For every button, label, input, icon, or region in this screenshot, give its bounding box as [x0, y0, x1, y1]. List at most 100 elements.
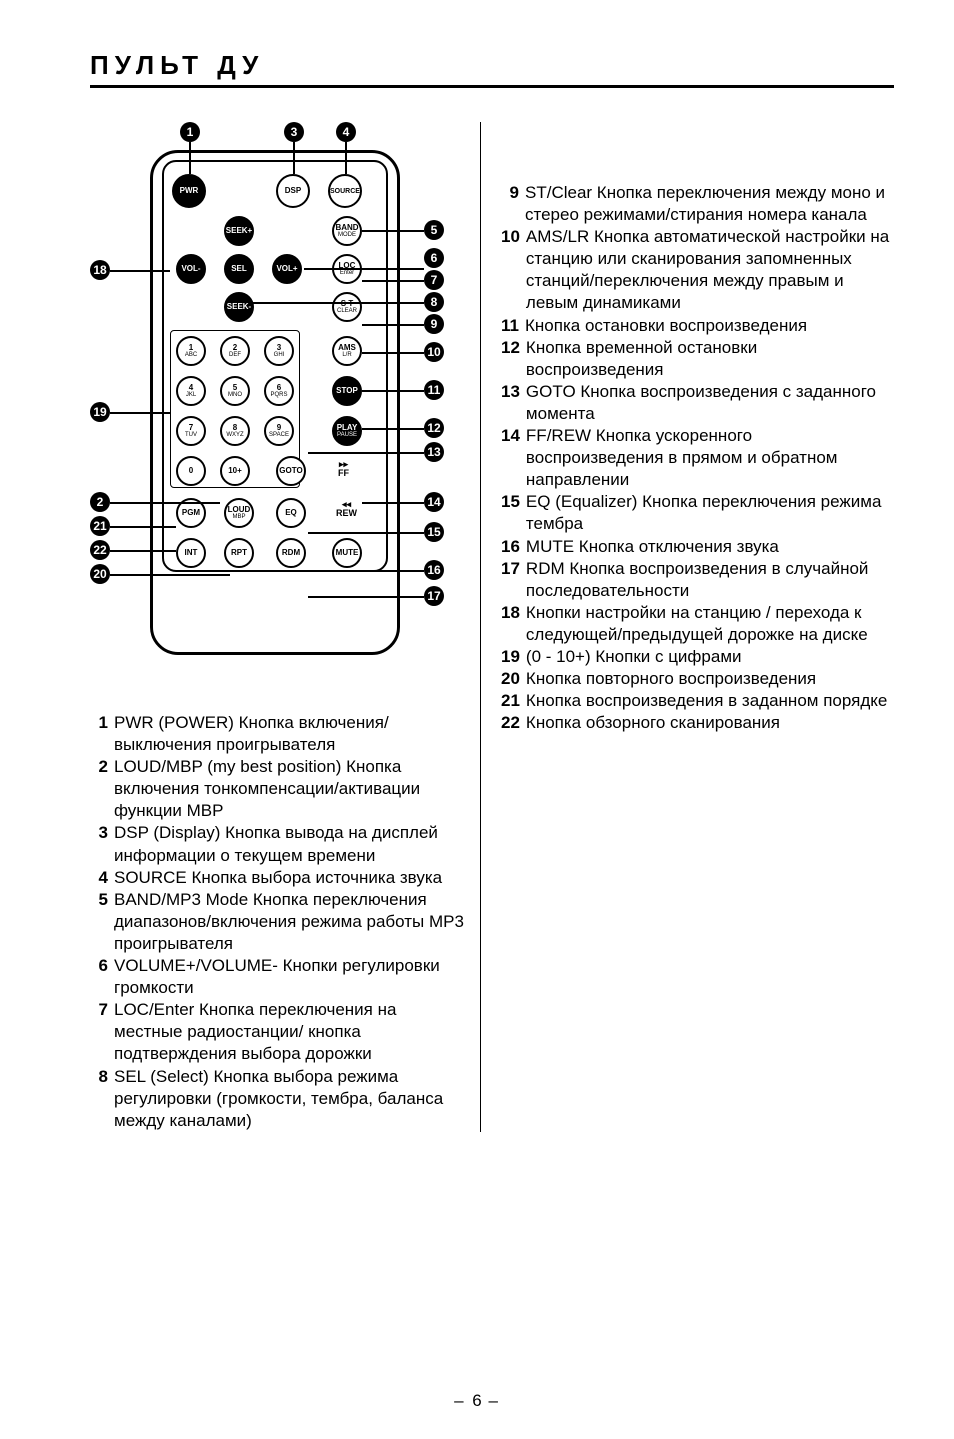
callout-13: 13: [424, 442, 444, 462]
callout-2: 2: [90, 492, 110, 512]
num-2: 2DEF: [220, 336, 250, 366]
callout-12: 12: [424, 418, 444, 438]
sel-button: SEL: [224, 254, 254, 284]
vol-minus-button: VOL-: [176, 254, 206, 284]
list-item: 9ST/Clear Кнопка переключения между моно…: [501, 182, 890, 226]
list-item: 21Кнопка воспроизведения в заданном поря…: [501, 690, 890, 712]
callout-10: 10: [424, 342, 444, 362]
lead: [110, 270, 170, 272]
callout-18: 18: [90, 260, 110, 280]
page-number: 6: [454, 1391, 500, 1411]
dsp-button: DSP: [276, 174, 310, 208]
lead: [304, 268, 424, 270]
int-button: INT: [176, 538, 206, 568]
seek-minus-button: SEEK-: [224, 292, 254, 322]
remote-diagram: PWR DSP SOURCE SEEK+ BANDMODE VOL- SEL V…: [90, 122, 460, 682]
lead: [362, 280, 424, 282]
callout-3: 3: [284, 122, 304, 142]
page-title: ПУЛЬТ ДУ: [90, 50, 894, 81]
mute-button: MUTE: [332, 538, 362, 568]
callout-7: 7: [424, 270, 444, 290]
left-column: PWR DSP SOURCE SEEK+ BANDMODE VOL- SEL V…: [90, 122, 480, 1132]
list-item: 11Кнопка остановки воспроизведения: [501, 315, 890, 337]
lead: [293, 142, 295, 174]
right-description-list: 9ST/Clear Кнопка переключения между моно…: [501, 182, 890, 734]
callout-20: 20: [90, 564, 110, 584]
list-item: 19(0 - 10+) Кнопки с цифрами: [501, 646, 890, 668]
lead: [308, 596, 424, 598]
list-item: 10AMS/LR Кнопка автоматической настройки…: [501, 226, 890, 314]
num-9: 9SPACE: [264, 416, 294, 446]
lead: [308, 452, 424, 454]
num-0: 0: [176, 456, 206, 486]
loud-button: LOUDMBP: [224, 498, 254, 528]
lead: [110, 502, 220, 504]
band-button: BANDMODE: [332, 216, 362, 246]
num-3: 3GHI: [264, 336, 294, 366]
callout-4: 4: [336, 122, 356, 142]
list-item: 18Кнопки настройки на станцию / перехода…: [501, 602, 890, 646]
vol-plus-button: VOL+: [272, 254, 302, 284]
content-columns: PWR DSP SOURCE SEEK+ BANDMODE VOL- SEL V…: [90, 122, 894, 1132]
eq-button: EQ: [276, 498, 306, 528]
callout-17: 17: [424, 586, 444, 606]
lead: [362, 352, 424, 354]
num-10plus: 10+: [220, 456, 250, 486]
list-item: 12Кнопка временной остановки воспроизвед…: [501, 337, 890, 381]
lead: [362, 390, 424, 392]
callout-21: 21: [90, 516, 110, 536]
source-button: SOURCE: [328, 174, 362, 208]
callout-19: 19: [90, 402, 110, 422]
list-item: 7LOC/Enter Кнопка переключения на местны…: [90, 999, 466, 1065]
lead: [252, 302, 424, 304]
callout-16: 16: [424, 560, 444, 580]
goto-button: GOTO: [276, 456, 306, 486]
list-item: 16MUTE Кнопка отключения звука: [501, 536, 890, 558]
list-item: 13GOTO Кнопка воспроизведения с заданног…: [501, 381, 890, 425]
callout-9: 9: [424, 314, 444, 334]
list-item: 5BAND/MP3 Mode Кнопка переключения диапа…: [90, 889, 466, 955]
list-item: 22Кнопка обзорного сканирования: [501, 712, 890, 734]
num-6: 6PQRS: [264, 376, 294, 406]
lead: [345, 142, 347, 174]
lead: [189, 142, 191, 174]
lead: [362, 428, 424, 430]
list-item: 17RDM Кнопка воспроизведения в случайной…: [501, 558, 890, 602]
num-7: 7TUV: [176, 416, 206, 446]
pwr-button: PWR: [172, 174, 206, 208]
callout-1: 1: [180, 122, 200, 142]
lead: [362, 570, 424, 572]
callout-5: 5: [424, 220, 444, 240]
list-item: 1PWR (POWER) Кнопка включения/выключения…: [90, 712, 466, 756]
left-description-list: 1PWR (POWER) Кнопка включения/выключения…: [90, 712, 466, 1132]
lead: [362, 324, 424, 326]
list-item: 14FF/REW Кнопка ускоренного воспроизведе…: [501, 425, 890, 491]
callout-11: 11: [424, 380, 444, 400]
rpt-button: RPT: [224, 538, 254, 568]
list-item: 3DSP (Display) Кнопка вывода на дисплей …: [90, 822, 466, 866]
list-item: 2LOUD/MBP (my best position) Кнопка вклю…: [90, 756, 466, 822]
ams-button: AMSL/R: [332, 336, 362, 366]
play-button: PLAYPAUSE: [332, 416, 362, 446]
rdm-button: RDM: [276, 538, 306, 568]
list-item: 4SOURCE Кнопка выбора источника звука: [90, 867, 466, 889]
stop-button: STOP: [332, 376, 362, 406]
callout-14: 14: [424, 492, 444, 512]
lead: [362, 502, 424, 504]
seek-plus-button: SEEK+: [224, 216, 254, 246]
list-item: 15EQ (Equalizer) Кнопка переключения реж…: [501, 491, 890, 535]
lead: [110, 526, 176, 528]
title-rule: [90, 85, 894, 88]
num-1: 1ABC: [176, 336, 206, 366]
list-item: 20Кнопка повторного воспроизведения: [501, 668, 890, 690]
ff-label: ▸▸FF: [338, 460, 349, 478]
st-button: S TCLEAR: [332, 292, 362, 322]
callout-8: 8: [424, 292, 444, 312]
lead: [110, 412, 170, 414]
lead: [308, 532, 424, 534]
lead: [362, 230, 424, 232]
callout-15: 15: [424, 522, 444, 542]
rew-label: ◂◂REW: [336, 500, 357, 518]
callout-6: 6: [424, 248, 444, 268]
num-5: 5MNO: [220, 376, 250, 406]
